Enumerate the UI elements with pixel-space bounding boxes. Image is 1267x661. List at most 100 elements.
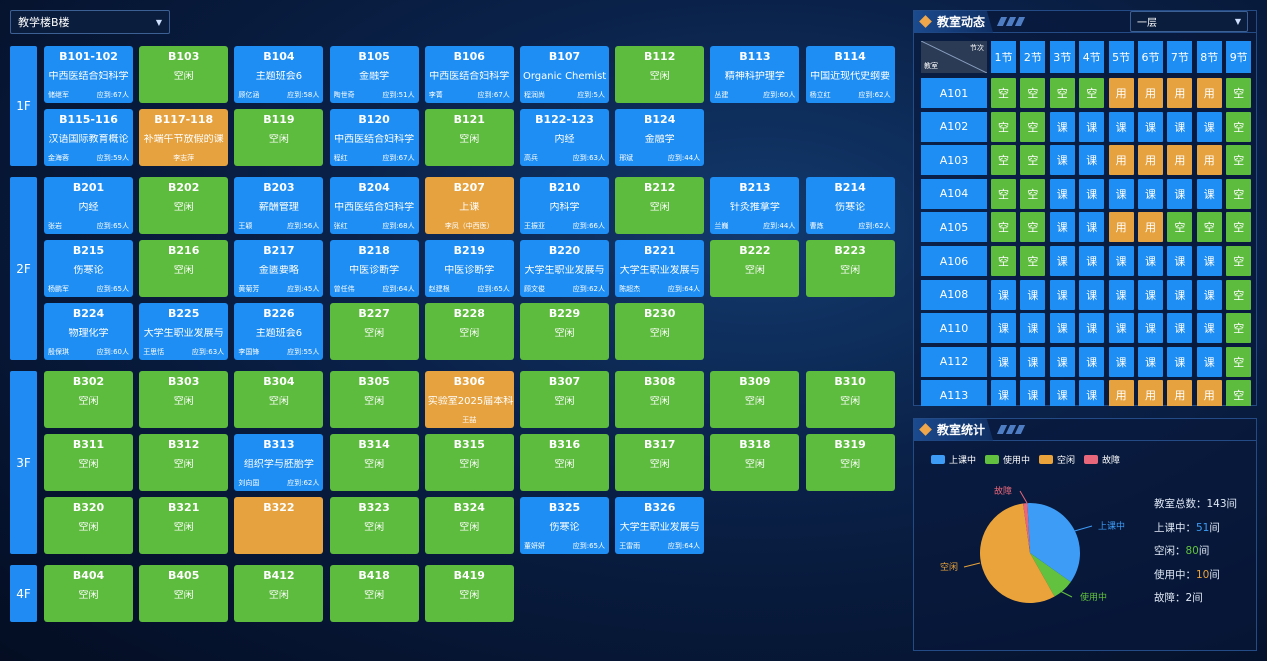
schedule-cell[interactable]: 课 — [991, 380, 1016, 406]
schedule-cell[interactable]: 课 — [991, 346, 1016, 377]
schedule-cell[interactable]: 空 — [1226, 313, 1251, 344]
schedule-cell[interactable]: 课 — [1079, 346, 1105, 377]
room-card-b222[interactable]: B222 空闲 — [710, 240, 800, 297]
room-card-b303[interactable]: B303 空闲 — [139, 371, 229, 428]
schedule-cell[interactable]: 课 — [1196, 346, 1222, 377]
schedule-cell[interactable]: 空 — [1020, 178, 1046, 209]
schedule-cell[interactable]: 课 — [1167, 111, 1193, 142]
room-card-b404[interactable]: B404 空闲 — [44, 565, 133, 622]
schedule-cell[interactable]: 用 — [1108, 78, 1134, 108]
schedule-cell[interactable]: 空 — [991, 246, 1016, 276]
schedule-cell[interactable]: 课 — [1167, 313, 1193, 344]
schedule-cell[interactable]: 空 — [1020, 212, 1046, 243]
schedule-cell[interactable]: 空 — [1226, 279, 1251, 310]
room-card-b313[interactable]: B313 组织学与胚胎学 刘向国 应到:62人 — [234, 434, 324, 491]
building-select[interactable]: 教学楼B楼 ▼ — [10, 10, 170, 34]
room-card-b106[interactable]: B106 中西医结合妇科学 李菁 应到:67人 — [424, 46, 514, 103]
schedule-cell[interactable]: 空 — [1226, 212, 1251, 243]
schedule-cell[interactable]: 空 — [1049, 78, 1075, 108]
room-card-b312[interactable]: B312 空闲 — [139, 434, 229, 491]
schedule-cell[interactable]: 课 — [1196, 111, 1222, 142]
room-card-b103[interactable]: B103 空闲 — [139, 46, 229, 103]
room-card-b228[interactable]: B228 空闲 — [424, 303, 514, 360]
schedule-cell[interactable]: 课 — [991, 313, 1016, 344]
schedule-cell[interactable]: 课 — [1020, 380, 1046, 406]
room-card-b323[interactable]: B323 空闲 — [329, 497, 419, 554]
room-card-b308[interactable]: B308 空闲 — [615, 371, 705, 428]
schedule-cell[interactable]: 课 — [1138, 279, 1163, 310]
room-card-b315[interactable]: B315 空闲 — [424, 434, 514, 491]
schedule-cell[interactable]: 用 — [1138, 212, 1163, 243]
schedule-cell[interactable]: 课 — [1079, 212, 1105, 243]
room-card-b207[interactable]: B207 上课 李凤（中西医） — [424, 177, 514, 234]
schedule-cell[interactable]: 课 — [1167, 178, 1193, 209]
room-card-b115-116[interactable]: B115-116 汉语国际教育概论 金海蓉 应到:59人 — [44, 109, 133, 166]
schedule-cell[interactable]: 空 — [1226, 145, 1251, 176]
schedule-cell[interactable]: 空 — [1226, 78, 1251, 108]
room-card-b202[interactable]: B202 空闲 — [139, 177, 229, 234]
room-card-b320[interactable]: B320 空闲 — [44, 497, 133, 554]
room-card-b322[interactable]: B322 — [234, 497, 324, 554]
room-card-b309[interactable]: B309 空闲 — [710, 371, 800, 428]
room-card-b225[interactable]: B225 大学生职业发展与 王思恬 应到:63人 — [139, 303, 229, 360]
schedule-cell[interactable]: 课 — [1196, 178, 1222, 209]
schedule-cell[interactable]: 课 — [1108, 279, 1134, 310]
room-card-b226[interactable]: B226 主题班会6 李国锋 应到:55人 — [234, 303, 324, 360]
room-card-b204[interactable]: B204 中西医结合妇科学 张红 应到:68人 — [329, 177, 419, 234]
room-card-b302[interactable]: B302 空闲 — [44, 371, 133, 428]
schedule-cell[interactable]: 用 — [1138, 145, 1163, 176]
schedule-cell[interactable]: 课 — [1049, 246, 1075, 276]
room-card-b215[interactable]: B215 伤寒论 杨鹏军 应到:65人 — [44, 240, 133, 297]
schedule-cell[interactable]: 空 — [1020, 111, 1046, 142]
schedule-cell[interactable]: 用 — [1138, 78, 1163, 108]
room-card-b324[interactable]: B324 空闲 — [424, 497, 514, 554]
room-card-b218[interactable]: B218 中医诊断学 曾任伟 应到:64人 — [329, 240, 419, 297]
room-card-b219[interactable]: B219 中医诊断学 赵建根 应到:65人 — [424, 240, 514, 297]
schedule-cell[interactable]: 空 — [991, 178, 1016, 209]
room-card-b124[interactable]: B124 金融学 邢斌 应到:44人 — [615, 109, 705, 166]
schedule-cell[interactable]: 课 — [1196, 246, 1222, 276]
room-card-b326[interactable]: B326 大学生职业发展与 王雷雨 应到:64人 — [615, 497, 705, 554]
schedule-cell[interactable]: 课 — [1138, 178, 1163, 209]
schedule-cell[interactable]: 空 — [1226, 380, 1251, 406]
room-card-b412[interactable]: B412 空闲 — [234, 565, 324, 622]
schedule-cell[interactable]: 用 — [1196, 145, 1222, 176]
schedule-cell[interactable]: 课 — [1049, 313, 1075, 344]
schedule-cell[interactable]: 课 — [1138, 313, 1163, 344]
schedule-cell[interactable]: 课 — [1020, 279, 1046, 310]
schedule-cell[interactable]: 课 — [1049, 279, 1075, 310]
schedule-cell[interactable]: 课 — [1108, 313, 1134, 344]
room-card-b122-123[interactable]: B122-123 内经 高兵 应到:63人 — [520, 109, 609, 166]
schedule-cell[interactable]: 课 — [1108, 111, 1134, 142]
schedule-cell[interactable]: 空 — [1079, 78, 1105, 108]
room-card-b319[interactable]: B319 空闲 — [805, 434, 895, 491]
room-card-b105[interactable]: B105 金融学 陶世奇 应到:51人 — [329, 46, 419, 103]
schedule-cell[interactable]: 课 — [1196, 313, 1222, 344]
schedule-cell[interactable]: 课 — [1079, 111, 1105, 142]
room-card-b119[interactable]: B119 空闲 — [234, 109, 324, 166]
room-card-b210[interactable]: B210 内科学 王振亚 应到:66人 — [520, 177, 609, 234]
room-card-b311[interactable]: B311 空闲 — [44, 434, 133, 491]
schedule-cell[interactable]: 用 — [1108, 212, 1134, 243]
schedule-cell[interactable]: 课 — [1020, 346, 1046, 377]
room-card-b216[interactable]: B216 空闲 — [139, 240, 229, 297]
room-card-b121[interactable]: B121 空闲 — [424, 109, 514, 166]
schedule-cell[interactable]: 用 — [1108, 380, 1134, 406]
schedule-cell[interactable]: 空 — [991, 111, 1016, 142]
schedule-cell[interactable]: 空 — [1196, 212, 1222, 243]
room-card-b112[interactable]: B112 空闲 — [615, 46, 705, 103]
room-card-b120[interactable]: B120 中西医结合妇科学 程红 应到:67人 — [329, 109, 419, 166]
schedule-cell[interactable]: 空 — [991, 212, 1016, 243]
room-card-b104[interactable]: B104 主题班会6 顾亿涵 应到:58人 — [234, 46, 324, 103]
room-card-b221[interactable]: B221 大学生职业发展与 陈超杰 应到:64人 — [615, 240, 705, 297]
room-card-b418[interactable]: B418 空闲 — [329, 565, 419, 622]
room-card-b304[interactable]: B304 空闲 — [234, 371, 324, 428]
room-card-b314[interactable]: B314 空闲 — [329, 434, 419, 491]
schedule-cell[interactable]: 用 — [1196, 78, 1222, 108]
schedule-cell[interactable]: 用 — [1167, 78, 1193, 108]
schedule-cell[interactable]: 课 — [1108, 246, 1134, 276]
schedule-cell[interactable]: 空 — [1020, 246, 1046, 276]
room-card-b213[interactable]: B213 针灸推拿学 兰巍 应到:44人 — [710, 177, 800, 234]
room-card-b419[interactable]: B419 空闲 — [424, 565, 514, 622]
schedule-cell[interactable]: 课 — [1079, 279, 1105, 310]
